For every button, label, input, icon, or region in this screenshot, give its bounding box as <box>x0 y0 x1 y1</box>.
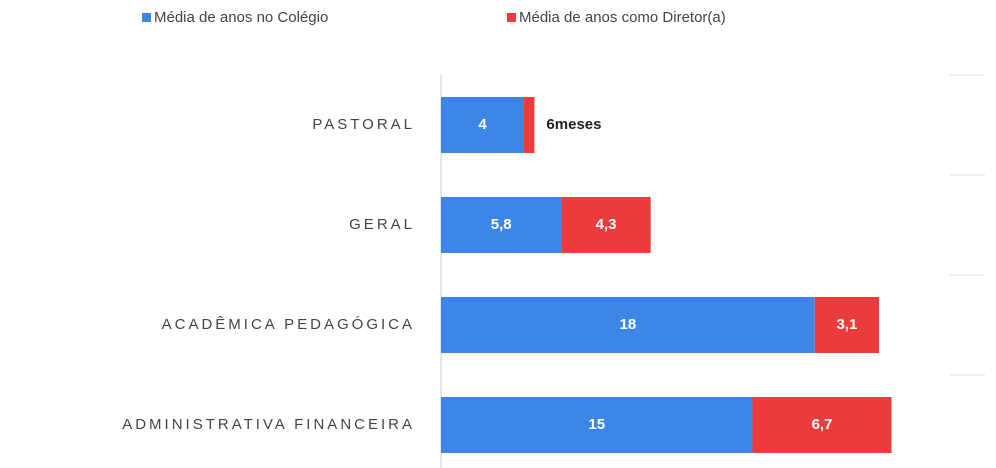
bar-segment <box>441 297 815 353</box>
legend-swatch <box>142 13 151 22</box>
category-label: GERAL <box>349 216 415 233</box>
bar-segment <box>441 197 562 253</box>
bar-segment <box>561 197 651 253</box>
separators <box>950 74 985 376</box>
legend-label: Média de anos no Colégio <box>154 9 328 26</box>
category-label: PASTORAL <box>312 116 415 133</box>
value-label: 5,8 <box>491 216 512 233</box>
value-label: 18 <box>620 316 637 333</box>
bar-segment <box>441 97 525 153</box>
category-label: ADMINISTRATIVA FINANCEIRA <box>122 416 415 433</box>
value-label: 6,7 <box>812 416 833 433</box>
legend-label: Média de anos como Diretor(a) <box>519 9 726 26</box>
value-label: 4 <box>478 116 487 133</box>
bar-segment <box>441 397 753 453</box>
value-label: 6meses <box>546 116 601 133</box>
bar-segment <box>814 297 880 353</box>
category-label: ACADÊMICA PEDAGÓGICA <box>162 316 415 333</box>
bar-segment <box>752 397 892 453</box>
legend-swatch <box>507 13 516 22</box>
value-label: 15 <box>588 416 605 433</box>
bar-segment <box>524 97 535 153</box>
value-label: 3,1 <box>836 316 857 333</box>
value-label: 4,3 <box>596 216 617 233</box>
